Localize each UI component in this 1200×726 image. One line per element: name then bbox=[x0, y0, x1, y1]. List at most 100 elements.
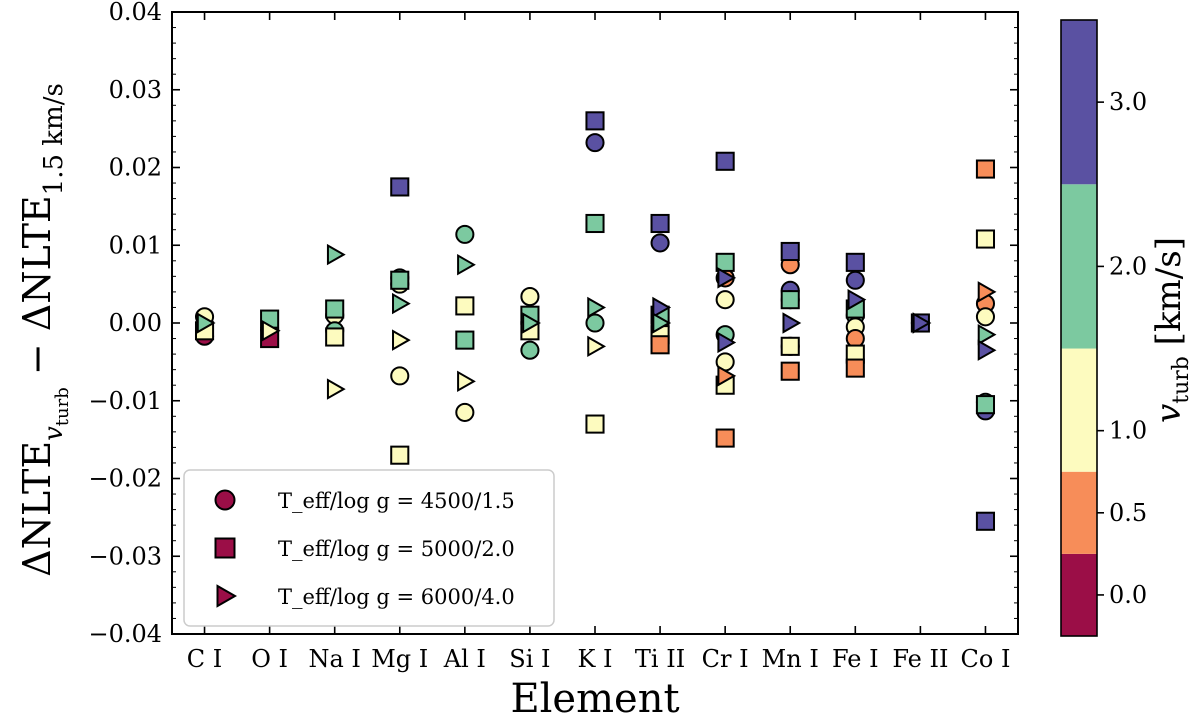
data-point-circle bbox=[845, 329, 865, 349]
colorbar-title-sub: turb bbox=[1169, 356, 1194, 404]
colorbar-title: vturb [km/s] bbox=[1149, 237, 1194, 423]
x-tick-label: O I bbox=[251, 645, 288, 673]
legend-marker-circle bbox=[214, 489, 236, 511]
x-tick-label: Fe II bbox=[892, 645, 948, 673]
circle-series bbox=[194, 133, 996, 422]
data-point-circle bbox=[455, 402, 475, 422]
data-point-triangle bbox=[977, 339, 997, 361]
colorbar-tick-label: 2.0 bbox=[1109, 252, 1147, 280]
y-title-sub: v bbox=[39, 426, 69, 441]
data-point-triangle bbox=[522, 312, 541, 334]
data-point-square bbox=[585, 414, 605, 434]
data-point-triangle bbox=[717, 267, 737, 289]
data-point-triangle bbox=[587, 335, 607, 358]
y-title-subsub: turb bbox=[52, 387, 73, 426]
data-point-triangle bbox=[261, 320, 281, 342]
x-tick-label: Al I bbox=[443, 645, 486, 673]
data-point-triangle bbox=[326, 378, 346, 400]
data-point-square bbox=[780, 290, 800, 310]
legend-label: T_eff/log g = 6000/4.0 bbox=[278, 585, 515, 609]
legend-marker-square bbox=[214, 537, 236, 559]
x-tick-label: K I bbox=[577, 645, 612, 673]
colorbar-band bbox=[1061, 348, 1097, 472]
colorbar-title-part: [km/s] bbox=[1149, 237, 1189, 356]
data-point-square bbox=[650, 335, 670, 355]
y-tick-label: 0.00 bbox=[109, 309, 162, 337]
data-point-triangle bbox=[196, 312, 216, 334]
y-tick-label: 0.01 bbox=[109, 231, 162, 259]
colorbar-tick-label: 1.0 bbox=[1109, 417, 1147, 445]
x-tick-label: Ti II bbox=[635, 645, 685, 673]
data-point-circle bbox=[455, 224, 475, 244]
data-point-triangle bbox=[457, 370, 476, 393]
colorbar: 0.0 0.5 1.0 2.0 3.0 bbox=[1060, 19, 1147, 637]
data-point-square bbox=[650, 213, 670, 234]
y-tick-label: −0.01 bbox=[88, 387, 162, 415]
data-point-square bbox=[780, 241, 800, 262]
data-point-square bbox=[975, 511, 996, 531]
data-point-square bbox=[585, 213, 605, 234]
x-axis-ticks: C I O I Na I Mg I Al I Si I K I Ti II Cr I Mn I Fe… bbox=[187, 12, 1011, 673]
data-point-triangle bbox=[977, 281, 997, 303]
y-title-part: ΔNLTE bbox=[15, 441, 59, 577]
data-point-square bbox=[715, 428, 735, 448]
y-tick-label: −0.03 bbox=[88, 542, 162, 570]
x-tick-label: Mg I bbox=[371, 645, 428, 673]
data-points bbox=[194, 111, 997, 531]
colorbar-tick-label: 0.5 bbox=[1109, 499, 1147, 527]
data-point-square bbox=[845, 358, 865, 378]
data-point-square bbox=[390, 177, 410, 197]
colorbar-band bbox=[1061, 553, 1097, 636]
y-tick-label: −0.04 bbox=[88, 620, 162, 648]
data-point-triangle bbox=[847, 288, 867, 311]
legend-label: T_eff/log g = 4500/1.5 bbox=[278, 489, 515, 513]
data-point-triangle bbox=[326, 243, 346, 266]
triangle-series bbox=[196, 243, 997, 400]
legend: T_eff/log g = 4500/1.5 T_eff/log g = 5000… bbox=[183, 469, 555, 627]
data-point-square bbox=[715, 252, 735, 272]
y-tick-label: 0.04 bbox=[109, 0, 162, 26]
data-point-square bbox=[390, 445, 410, 465]
data-point-circle bbox=[390, 366, 410, 386]
data-point-triangle bbox=[912, 312, 932, 334]
data-point-square bbox=[455, 296, 475, 316]
data-point-circle bbox=[520, 340, 540, 360]
data-point-triangle bbox=[652, 296, 672, 319]
x-tick-label: Na I bbox=[308, 645, 360, 673]
data-point-square bbox=[390, 270, 410, 290]
colorbar-band bbox=[1061, 20, 1097, 185]
y-axis-title: ΔNLTEvturb − ΔNLTE1.5 km/s bbox=[15, 83, 73, 577]
data-point-circle bbox=[650, 233, 670, 253]
colorbar-title-text: vturb [km/s] bbox=[1149, 237, 1194, 423]
x-tick-label: Fe I bbox=[832, 645, 879, 673]
data-point-square bbox=[325, 299, 345, 319]
y-tick-label: 0.03 bbox=[109, 76, 162, 104]
data-point-square bbox=[780, 336, 800, 356]
x-axis-title: Element bbox=[510, 676, 679, 722]
data-point-triangle bbox=[652, 312, 672, 334]
y-axis-ticks: −0.04 −0.03 −0.02 −0.01 0.00 0.01 0.02 0.03 0.04 bbox=[88, 0, 1018, 648]
colorbar-title-part: v bbox=[1149, 404, 1189, 423]
data-point-square bbox=[975, 229, 996, 249]
data-point-square bbox=[975, 159, 996, 179]
y-axis-title-text: ΔNLTEvturb − ΔNLTE1.5 km/s bbox=[15, 83, 73, 577]
x-tick-label: Co I bbox=[961, 645, 1011, 673]
data-point-triangle bbox=[457, 253, 476, 276]
data-point-triangle bbox=[717, 331, 737, 354]
data-point-circle bbox=[975, 307, 996, 327]
colorbar-band bbox=[1061, 184, 1097, 349]
data-point-square bbox=[325, 327, 345, 347]
y-tick-label: −0.02 bbox=[88, 465, 162, 493]
data-point-square bbox=[715, 151, 735, 171]
colorbar-tick-label: 3.0 bbox=[1109, 88, 1147, 116]
data-point-circle bbox=[845, 270, 865, 290]
x-tick-label: Si I bbox=[509, 645, 550, 673]
x-tick-label: Mn I bbox=[762, 645, 819, 673]
data-point-square bbox=[585, 111, 605, 131]
data-point-circle bbox=[715, 290, 735, 310]
data-point-triangle bbox=[717, 365, 737, 387]
y-title-sub: 1.5 km/s bbox=[39, 83, 69, 195]
data-point-circle bbox=[585, 133, 605, 153]
data-point-triangle bbox=[392, 329, 411, 351]
